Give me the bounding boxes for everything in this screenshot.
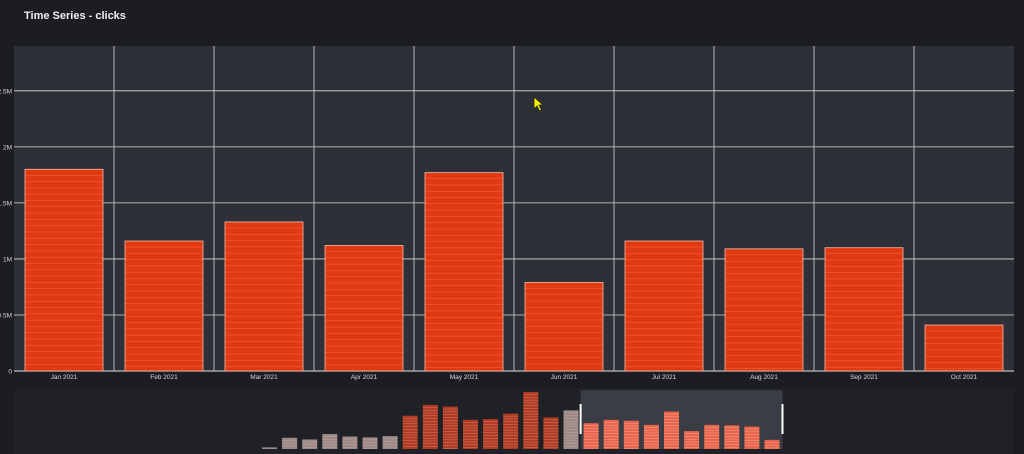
x-tick-label: Aug 2021 — [750, 374, 778, 381]
navigator-bar — [362, 437, 378, 449]
navigator-selected-window[interactable] — [580, 390, 783, 449]
bar-rect[interactable] — [924, 324, 1004, 372]
navigator-bar — [563, 410, 579, 449]
navigator-bar — [764, 439, 780, 449]
bar[interactable] — [24, 168, 104, 372]
navigator-bar-rect — [603, 419, 619, 449]
y-tick-label: 0 — [8, 369, 12, 376]
y-tick-label: 0.5M — [0, 312, 12, 319]
navigator-bar-rect — [422, 404, 438, 449]
navigator-bar-rect — [724, 425, 740, 449]
navigator-bar — [302, 439, 318, 449]
navigator-bars — [262, 392, 780, 449]
y-axis-ticks: 0 0.5M 1M 1.5M 2M 2.5M — [0, 88, 12, 375]
navigator-bar — [523, 392, 539, 449]
y-tick-label: 1.5M — [0, 200, 12, 207]
navigator-bar-rect — [643, 424, 659, 449]
bar-rect[interactable] — [124, 240, 204, 372]
chart-title: Time Series - clicks — [24, 10, 126, 22]
bar[interactable] — [924, 324, 1004, 372]
x-tick-label: Jul 2021 — [652, 374, 677, 381]
x-tick-label: Mar 2021 — [250, 374, 278, 381]
y-tick-label: 1M — [3, 256, 12, 263]
y-tick-label: 2.5M — [0, 88, 12, 95]
navigator-bar — [583, 423, 599, 449]
navigator-bar-rect — [442, 406, 458, 449]
x-tick-label: May 2021 — [450, 374, 479, 381]
navigator-bar — [282, 437, 298, 449]
navigator-bar — [623, 420, 639, 449]
x-axis-ticks: Jan 2021 Feb 2021 Mar 2021 Apr 2021 May 2021… — [51, 374, 978, 381]
navigator-bar-rect — [684, 431, 700, 449]
navigator-bar — [704, 424, 720, 449]
navigator-bar-rect — [362, 437, 378, 449]
navigator-bar — [744, 426, 760, 449]
navigator-bar-rect — [523, 392, 539, 449]
navigator-bar-rect — [744, 426, 760, 449]
bars — [24, 168, 1004, 372]
navigator-bar — [442, 406, 458, 449]
navigator-background — [14, 388, 1014, 454]
y-tick-label: 2M — [3, 144, 12, 151]
bar[interactable] — [224, 221, 304, 372]
x-tick-label: Oct 2021 — [951, 374, 978, 381]
x-tick-label: Sep 2021 — [850, 374, 878, 381]
bar-chart[interactable]: 0 0.5M 1M 1.5M 2M 2.5M Jan 2021 Feb 2021 Mar 20… — [0, 0, 1024, 390]
navigator-bar — [543, 417, 559, 449]
navigator-bar — [603, 419, 619, 449]
navigator-bar — [664, 411, 679, 449]
navigator-bar — [322, 434, 338, 449]
navigator-bar-rect — [382, 436, 398, 449]
navigator-bar — [503, 413, 519, 449]
navigator-bar — [382, 436, 398, 449]
navigator-bar — [463, 419, 478, 449]
navigator-bar-rect — [282, 437, 298, 449]
bar[interactable] — [524, 282, 604, 372]
navigator-bar-rect — [623, 420, 639, 449]
x-tick-label: Feb 2021 — [150, 374, 178, 381]
navigator-bar-rect — [704, 424, 720, 449]
navigator-bar-rect — [402, 415, 418, 449]
bar-rect[interactable] — [624, 240, 704, 372]
navigator-bar — [684, 431, 700, 449]
navigator-bar — [342, 436, 358, 449]
navigator-right-handle[interactable] — [781, 404, 784, 434]
navigator-bar-rect — [302, 439, 318, 449]
bar-rect[interactable] — [824, 247, 904, 372]
x-tick-label: Jun 2021 — [551, 374, 578, 381]
bar[interactable] — [124, 240, 204, 372]
navigator-bar-rect — [543, 417, 559, 449]
x-tick-label: Jan 2021 — [51, 374, 78, 381]
bar-rect[interactable] — [524, 282, 604, 372]
navigator-bar — [724, 425, 740, 449]
bar[interactable] — [624, 240, 704, 372]
navigator-bar-rect — [583, 423, 599, 449]
navigator-bar — [422, 404, 438, 449]
navigator-bar-rect — [764, 439, 780, 449]
bar-rect[interactable] — [224, 221, 304, 372]
bar[interactable] — [824, 247, 904, 372]
navigator-bar-rect — [322, 434, 338, 449]
navigator-bar-rect — [563, 410, 579, 449]
x-tick-label: Apr 2021 — [351, 374, 378, 381]
navigator-bar-rect — [342, 436, 358, 449]
navigator-bar-rect — [483, 419, 499, 449]
navigator-bar — [262, 447, 277, 449]
bar[interactable] — [324, 245, 404, 372]
navigator-bar-rect — [262, 447, 277, 449]
mouse-cursor-icon — [533, 96, 545, 112]
bar-rect[interactable] — [24, 168, 104, 372]
navigator-left-handle[interactable] — [579, 404, 582, 434]
navigator-bar — [483, 419, 499, 449]
navigator-bar — [643, 424, 659, 449]
bar[interactable] — [424, 172, 504, 372]
bar[interactable] — [724, 248, 804, 372]
bar-rect[interactable] — [724, 248, 804, 372]
bar-rect[interactable] — [424, 172, 504, 372]
navigator-bar-rect — [664, 411, 679, 449]
navigator-bar-rect — [503, 413, 519, 449]
navigator-bar — [402, 415, 418, 449]
navigator-bar-rect — [463, 419, 478, 449]
